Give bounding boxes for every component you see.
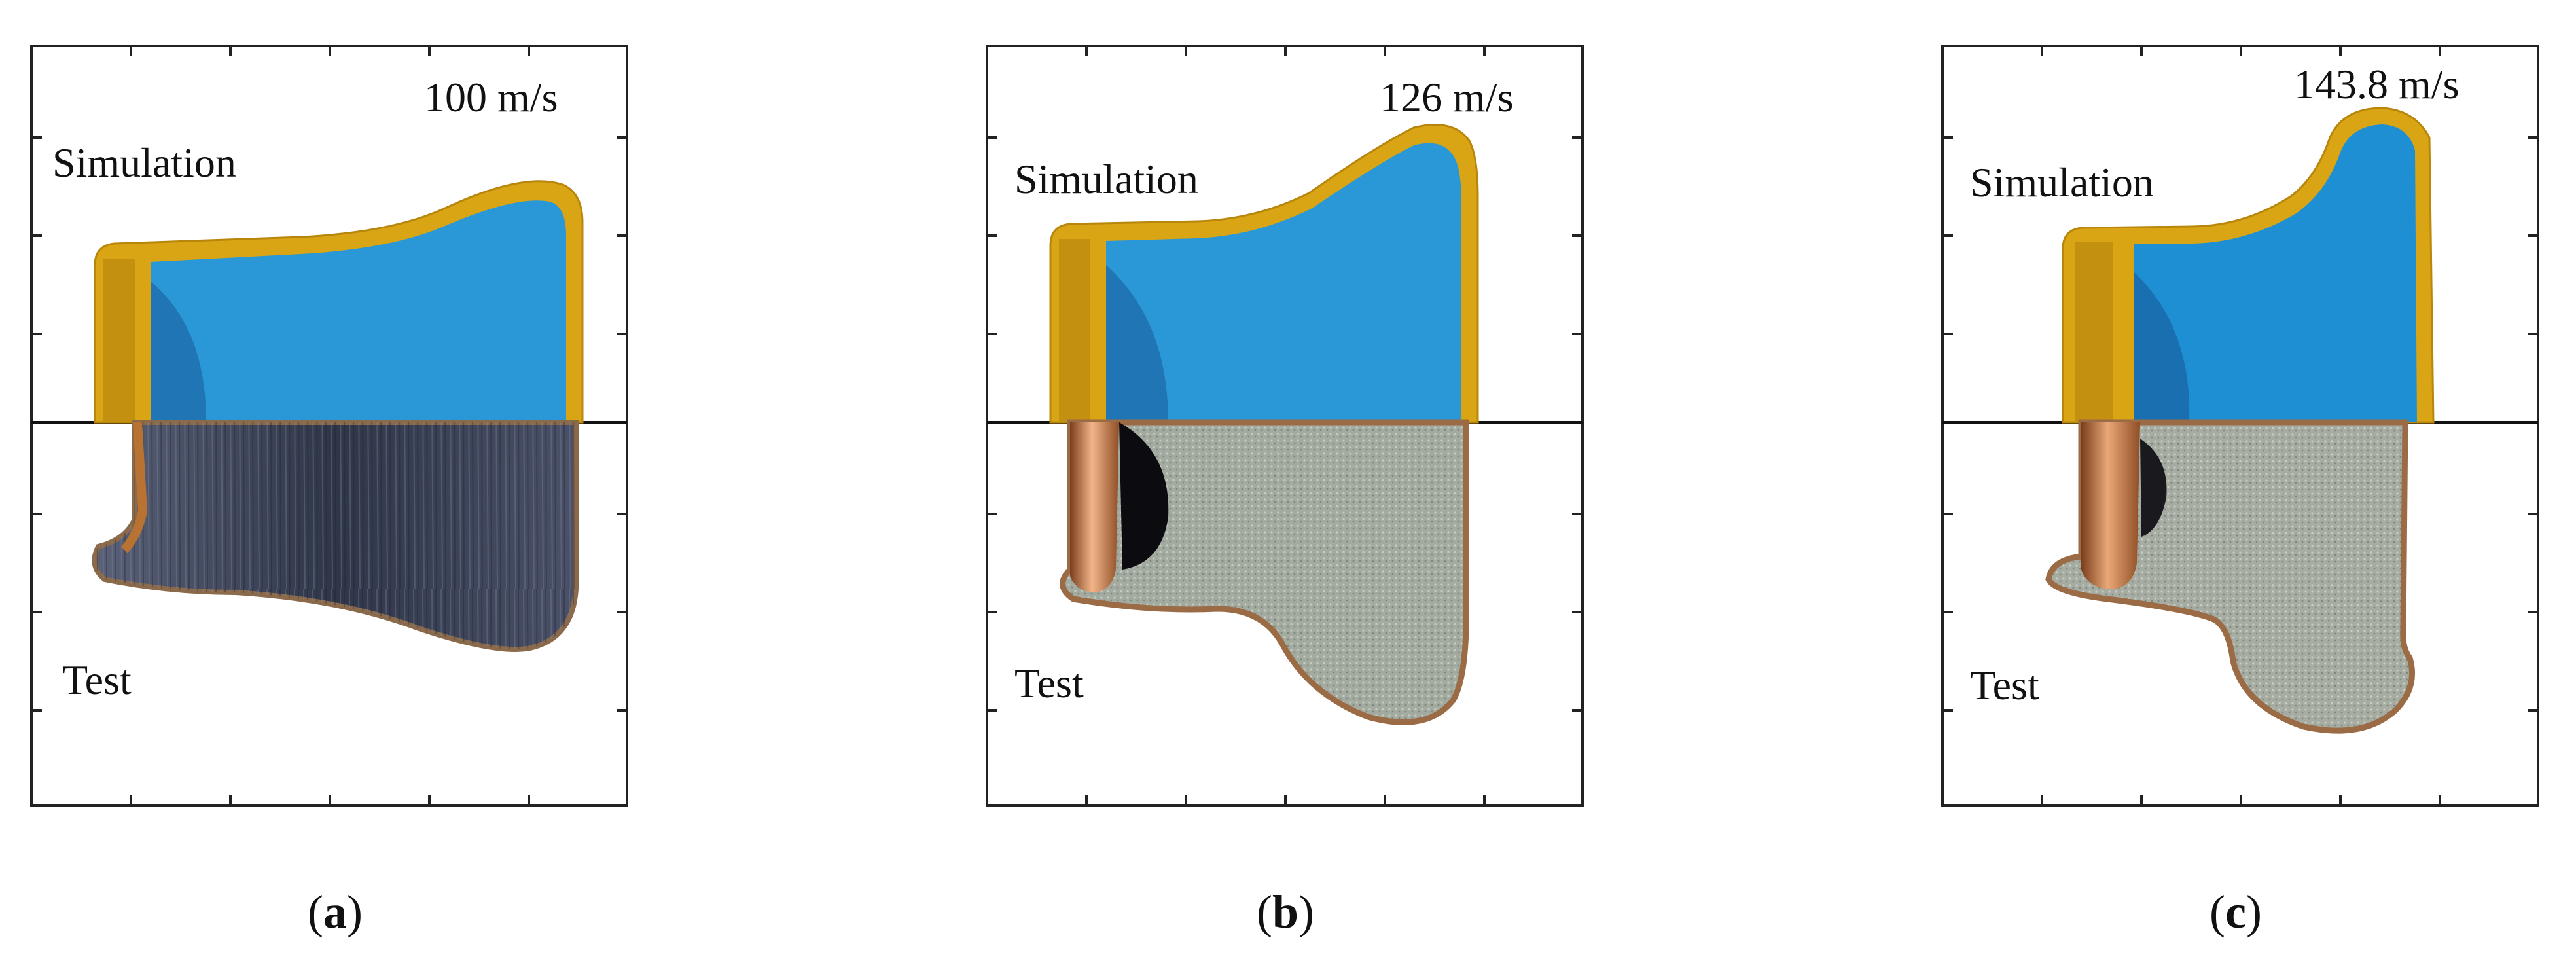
caption-open: ( (308, 886, 323, 938)
tick-marks (1942, 46, 2538, 805)
test-specimen (2045, 419, 2415, 734)
caption-letter: a (323, 886, 347, 938)
tick-marks (31, 46, 627, 805)
caption-letter: c (2225, 886, 2246, 938)
caption-close: ) (2245, 886, 2262, 938)
caption-letter: b (1272, 886, 1299, 938)
sim-core-shadow (2134, 272, 2190, 422)
caption-a: (a) (270, 885, 401, 939)
simulation-label: Simulation (1014, 156, 1198, 202)
test-cavity (1119, 422, 1169, 570)
sim-core-shadow (151, 281, 206, 422)
panel-b: 126 m/s Simulation Test (986, 45, 1584, 807)
caption-b: (b) (1220, 885, 1351, 939)
velocity-label: 100 m/s (424, 74, 558, 120)
sim-core-shadow (1106, 265, 1168, 422)
caption-c: (c) (2170, 885, 2301, 939)
test-label: Test (1970, 662, 2039, 708)
simulation-label: Simulation (1970, 159, 2154, 206)
test-streaks (94, 422, 576, 649)
sim-core (151, 200, 566, 422)
tick-marks (987, 46, 1583, 805)
velocity-label: 126 m/s (1380, 74, 1513, 120)
test-cavity (2140, 439, 2167, 537)
caption-open: ( (1256, 886, 1272, 938)
test-copper-edge (120, 422, 148, 553)
sim-jacket-inner (1059, 239, 1090, 422)
panel-a: 100 m/s Simulation Test (30, 45, 628, 807)
caption-close: ) (1298, 886, 1314, 938)
test-label: Test (62, 657, 132, 703)
sim-core (1106, 143, 1461, 423)
simulation-label: Simulation (52, 139, 236, 186)
caption-open: ( (2209, 886, 2226, 938)
caption-close: ) (347, 886, 363, 938)
panel-c: 143.8 m/s Simulation Test (1941, 45, 2539, 807)
test-copper-core (1070, 422, 1119, 592)
test-copper-core (2081, 422, 2140, 589)
sim-jacket-inner (103, 259, 135, 422)
velocity-label: 143.8 m/s (2294, 61, 2459, 107)
sim-core (2134, 124, 2417, 422)
sim-jacket-inner (2075, 242, 2113, 422)
test-label: Test (1014, 660, 1084, 706)
